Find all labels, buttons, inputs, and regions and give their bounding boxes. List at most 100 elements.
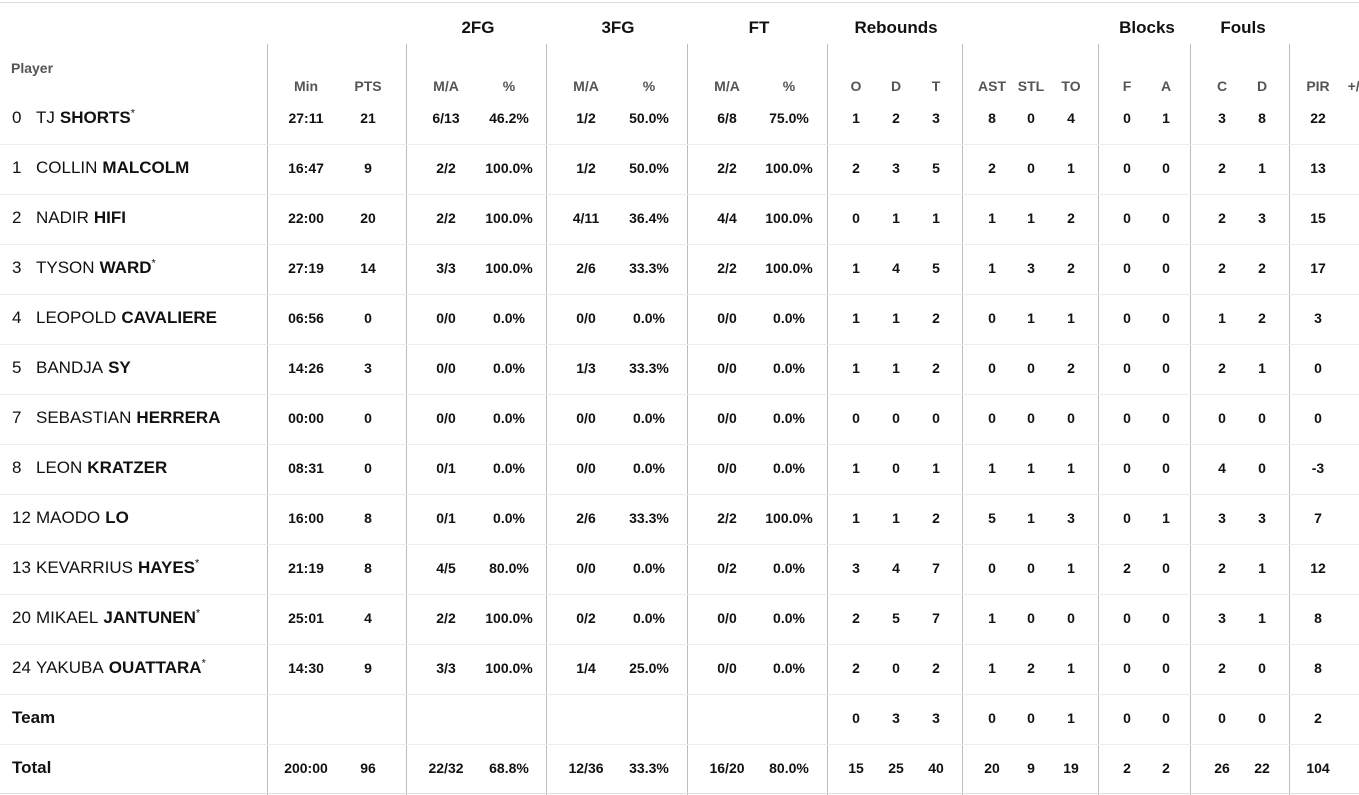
- stat-cell: 33.3%: [629, 360, 669, 376]
- stat-cell: 0: [1162, 310, 1170, 326]
- stat-cell: 2: [852, 160, 860, 176]
- stat-cell: 21: [360, 110, 376, 126]
- stat-cell: 0.0%: [633, 560, 665, 576]
- stat-cell: 22/32: [428, 760, 464, 776]
- column-header: D: [1256, 78, 1268, 94]
- stat-cell: 0: [1027, 710, 1035, 726]
- stat-cell: 16/20: [709, 760, 745, 776]
- stat-cell: 0.0%: [493, 360, 525, 376]
- stat-cell: 0: [1162, 160, 1170, 176]
- stat-cell: 0: [892, 460, 900, 476]
- stat-cell: 1: [1067, 160, 1075, 176]
- stat-cell: 3: [932, 110, 940, 126]
- stat-cell: 1: [852, 510, 860, 526]
- stat-cell: 0: [364, 410, 372, 426]
- stat-cell: 0: [1123, 260, 1131, 276]
- player-number: 2: [12, 208, 22, 227]
- stat-cell: 3: [1314, 310, 1322, 326]
- stat-cell: 8: [364, 510, 372, 526]
- stat-cell: 1: [892, 210, 900, 226]
- group-header: FT: [748, 18, 770, 37]
- stat-cell: 0/1: [436, 510, 456, 526]
- stat-cell: 2/2: [436, 160, 456, 176]
- stat-cell: 0.0%: [493, 510, 525, 526]
- group-header: Fouls: [1220, 18, 1266, 37]
- last-name: OUATTARA: [108, 658, 202, 677]
- bottom-border: [0, 793, 1359, 794]
- stat-cell: 4: [1218, 460, 1226, 476]
- stat-cell: 4: [892, 260, 900, 276]
- stat-cell: 1: [1027, 210, 1035, 226]
- column-header: %: [502, 78, 516, 94]
- first-name: MIKAEL: [36, 608, 99, 627]
- stat-cell: 100.0%: [485, 660, 533, 676]
- last-name: LO: [105, 508, 129, 527]
- stat-cell: 0: [364, 310, 372, 326]
- first-name: TJ: [36, 108, 55, 127]
- stat-cell: 1: [852, 260, 860, 276]
- column-header: M/A: [573, 78, 599, 94]
- stat-cell: 5: [892, 610, 900, 626]
- row-separator: [0, 344, 1359, 345]
- stat-cell: 2: [892, 110, 900, 126]
- player-number: 0: [12, 108, 22, 127]
- stat-cell: 33.3%: [629, 760, 669, 776]
- stat-cell: 0: [932, 410, 940, 426]
- first-name: YAKUBA: [36, 658, 104, 677]
- stat-cell: 96: [360, 760, 376, 776]
- stat-cell: 68.8%: [489, 760, 529, 776]
- stat-cell: 0: [1162, 410, 1170, 426]
- stat-cell: 1: [892, 310, 900, 326]
- column-header: %: [642, 78, 656, 94]
- stat-cell: 2: [852, 610, 860, 626]
- stat-cell: 2: [1218, 260, 1226, 276]
- column-header: A: [1160, 78, 1172, 94]
- stat-cell: 0: [1067, 410, 1075, 426]
- stat-cell: 1: [1027, 310, 1035, 326]
- first-name: COLLIN: [36, 158, 98, 177]
- stat-cell: 0: [1314, 410, 1322, 426]
- stat-cell: 26: [1214, 760, 1230, 776]
- stat-cell: 6/8: [717, 110, 737, 126]
- column-separator: [1289, 44, 1290, 795]
- starter-mark: *: [130, 107, 136, 120]
- stat-cell: 100.0%: [765, 210, 813, 226]
- stat-cell: 0: [1123, 160, 1131, 176]
- stat-cell: 0: [1123, 510, 1131, 526]
- stat-cell: 2: [1218, 210, 1226, 226]
- player-number: 24: [12, 658, 31, 677]
- stat-cell: 2: [1218, 160, 1226, 176]
- stat-cell: 3: [852, 560, 860, 576]
- first-name: BANDJA: [36, 358, 104, 377]
- stat-cell: 2/6: [576, 510, 596, 526]
- stat-cell: 0/0: [436, 410, 456, 426]
- stat-cell: 0/0: [717, 610, 737, 626]
- stat-cell: 0: [1162, 360, 1170, 376]
- stat-cell: 2: [1123, 560, 1131, 576]
- first-name: NADIR: [36, 208, 89, 227]
- stat-cell: 2: [1258, 310, 1266, 326]
- stat-cell: 0.0%: [773, 410, 805, 426]
- player-number: 3: [12, 258, 22, 277]
- stat-cell: 33.3%: [629, 260, 669, 276]
- stat-cell: 8: [1314, 660, 1322, 676]
- stat-cell: 27:19: [288, 260, 324, 276]
- stat-cell: 0: [1218, 710, 1226, 726]
- column-header: +/-: [1347, 78, 1359, 94]
- stat-cell: 0.0%: [493, 460, 525, 476]
- stat-cell: 1: [1067, 710, 1075, 726]
- stat-cell: 0/0: [717, 310, 737, 326]
- stat-cell: 1: [988, 610, 996, 626]
- stat-cell: 0: [1027, 610, 1035, 626]
- column-header: Min: [293, 78, 319, 94]
- stat-cell: 104: [1306, 760, 1330, 776]
- row-separator: [0, 744, 1359, 745]
- group-header: Rebounds: [854, 18, 938, 37]
- stat-cell: 0/0: [576, 560, 596, 576]
- stat-cell: 4/4: [717, 210, 737, 226]
- column-header: %: [782, 78, 796, 94]
- starter-mark: *: [151, 257, 156, 270]
- column-header: AST: [978, 78, 1006, 94]
- stat-cell: 9: [1027, 760, 1035, 776]
- column-separator: [962, 44, 963, 795]
